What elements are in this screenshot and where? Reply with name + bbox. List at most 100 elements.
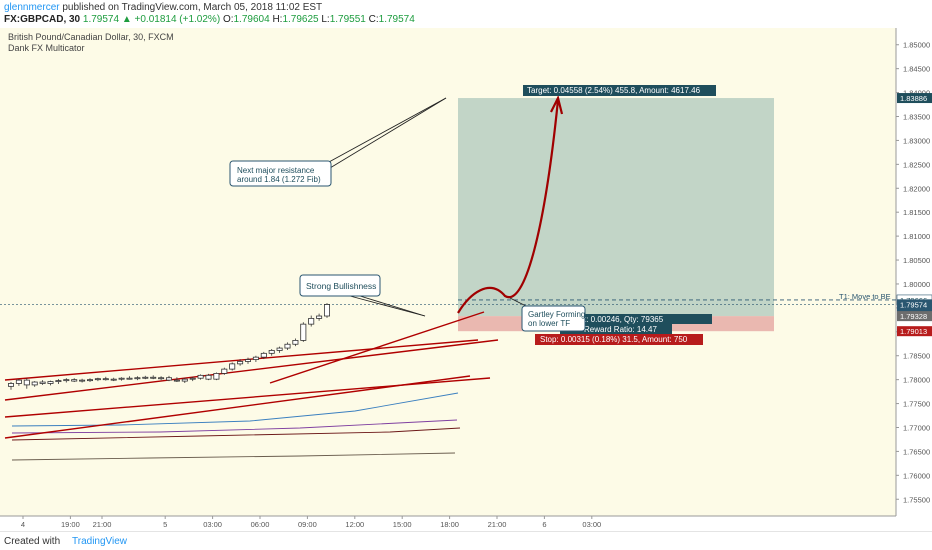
candle-body[interactable] [39, 381, 46, 384]
candle-body[interactable] [15, 379, 22, 384]
candle-body[interactable] [71, 379, 78, 382]
x-tick-label: 6 [542, 520, 546, 529]
y-tick-label: 1.84500 [903, 65, 930, 74]
trendline-steep[interactable] [269, 311, 485, 384]
position-qty-bg [560, 314, 712, 324]
candle-body[interactable] [79, 379, 86, 382]
candle-body[interactable] [126, 377, 133, 380]
stop-label: Stop: 0.00315 (0.18%) 31.5, Amount: 750 [540, 335, 688, 344]
reward-ratio-bg [560, 324, 672, 335]
price-axis[interactable] [896, 28, 932, 531]
candle-body[interactable] [308, 318, 315, 325]
high-value: 1.79625 [282, 14, 319, 25]
target-zone[interactable] [458, 98, 774, 317]
trendline-lower[interactable] [4, 375, 471, 439]
gartley-text-2: on lower TF [528, 319, 570, 328]
tag-target-bg [897, 93, 932, 104]
symbol-label[interactable]: FX:GBPCAD, 30 [4, 14, 81, 25]
y-tick-label: 1.76500 [903, 447, 930, 456]
candle-body[interactable] [316, 315, 323, 319]
t1-label: T1: Move to BE [839, 292, 891, 301]
candle-body[interactable] [31, 381, 38, 386]
candle-body[interactable] [213, 373, 220, 380]
trendline-mid[interactable] [4, 339, 499, 401]
y-tick-label: 1.77500 [903, 400, 930, 409]
candle-body[interactable] [229, 363, 236, 370]
candle-body[interactable] [260, 352, 267, 358]
candle-body[interactable] [142, 376, 149, 379]
resistance-callout[interactable] [229, 160, 332, 187]
candle-body[interactable] [284, 343, 291, 349]
candle-body[interactable] [150, 376, 157, 379]
candle-body[interactable] [158, 377, 165, 380]
candle-body[interactable] [276, 347, 283, 351]
candle-body[interactable] [197, 374, 204, 379]
close-label: C: [368, 14, 379, 25]
ma-line-brown [11, 452, 456, 461]
candle-body[interactable] [55, 380, 62, 383]
candle-body[interactable] [237, 361, 244, 365]
candle-body[interactable] [292, 340, 299, 345]
candle-body[interactable] [189, 377, 196, 380]
y-tick-label: 1.81500 [903, 208, 930, 217]
candle-body[interactable] [268, 350, 275, 354]
tag-entry-bg [897, 311, 932, 322]
stop-label-bg[interactable] [535, 334, 703, 345]
candle-body[interactable] [323, 304, 330, 317]
target-label: Target: 0.04558 (2.54%) 455.8, Amount: 4… [527, 86, 701, 95]
candle-body[interactable] [7, 383, 14, 387]
resistance-text-1: Next major resistance [237, 166, 315, 175]
y-tick-label: 1.85000 [903, 41, 930, 50]
resistance-pointer-b [317, 97, 447, 169]
y-tick-label: 1.83500 [903, 113, 930, 122]
candles[interactable] [7, 303, 330, 390]
candle-body[interactable] [165, 377, 172, 381]
legend-title[interactable]: British Pound/Canadian Dollar, 30, FXCM [8, 32, 174, 42]
tradingview-logo[interactable]: TradingView [72, 536, 128, 547]
y-tick-label: 1.75500 [903, 495, 930, 504]
candle-body[interactable] [173, 379, 180, 382]
low-label: L: [321, 14, 330, 25]
target-label-bg[interactable] [523, 85, 716, 96]
projection-path[interactable] [457, 99, 560, 314]
chart-canvas[interactable]: British Pound/Canadian Dollar, 30, FXCM … [0, 28, 932, 531]
resistance-pointer [329, 97, 447, 169]
open-label: O: [222, 14, 234, 25]
x-tick-label: 06:00 [251, 520, 270, 529]
trendline-upper[interactable] [4, 339, 479, 381]
candle-body[interactable] [134, 377, 141, 380]
high-label: H: [272, 14, 283, 25]
candle-body[interactable] [244, 359, 251, 362]
x-axis-ticks: 4 19:00 21:00 5 03:00 06:00 09:00 12:00 15:00 18:… [21, 516, 601, 529]
candle-body[interactable] [63, 379, 70, 382]
x-tick-label: 09:00 [298, 520, 317, 529]
candle-body[interactable] [300, 323, 307, 341]
legend-indicator[interactable]: Dank FX Multicator [8, 43, 85, 53]
candle-body[interactable] [118, 377, 125, 380]
candle-body[interactable] [221, 368, 228, 374]
candle-body[interactable] [110, 378, 117, 381]
gartley-callout[interactable] [521, 305, 586, 332]
candle-body[interactable] [205, 374, 212, 380]
trend-lines[interactable] [4, 311, 499, 439]
candle-body[interactable] [102, 378, 109, 381]
moving-averages [11, 392, 461, 461]
ma-line-purple [11, 419, 458, 434]
position-info-box[interactable]: t: 0.00246, Qty: 79365 Reward Ratio: 14.… [560, 314, 712, 335]
candle-body[interactable] [23, 379, 30, 386]
candle-body[interactable] [181, 378, 188, 382]
tag-current: 1.79574 [900, 300, 927, 309]
candle-body[interactable] [252, 356, 259, 360]
x-tick-label: 5 [163, 520, 167, 529]
price-tags[interactable]: 1.83886 1.79666 1.79574 27:23 1.79328 1.… [896, 93, 932, 337]
x-tick-label: 12:00 [345, 520, 364, 529]
up-arrow-icon: ▲ [121, 14, 132, 25]
chart-header: glennmercer published on TradingView.com… [0, 0, 932, 28]
x-tick-label: 03:00 [582, 520, 601, 529]
author-link[interactable]: glennmercer [4, 2, 60, 13]
candle-body[interactable] [87, 379, 94, 382]
candle-body[interactable] [47, 381, 54, 384]
candle-body[interactable] [94, 378, 101, 381]
x-tick-label: 19:00 [61, 520, 80, 529]
bullish-callout[interactable] [299, 274, 381, 297]
